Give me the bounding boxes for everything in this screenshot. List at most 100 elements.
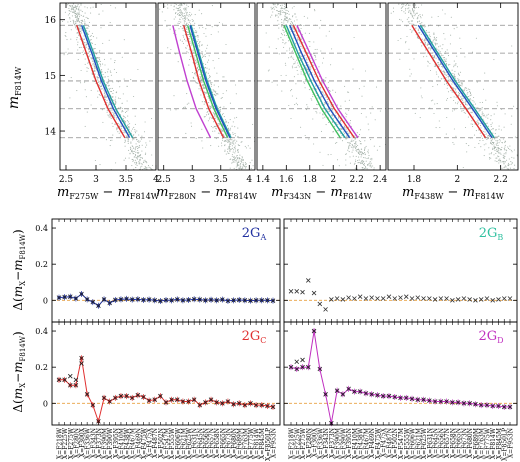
star-point: [343, 131, 345, 133]
star-point: [120, 128, 122, 130]
category-label: X=F680N: [467, 428, 474, 458]
cross-marker: [180, 298, 186, 303]
star-point: [210, 105, 212, 107]
delta-panel-2gd: 2GDX=F218WX=F225WX=F275WX=F280NX=F300XX=…: [283, 321, 518, 461]
star-point: [90, 104, 92, 106]
star-point: [136, 164, 138, 166]
star-point: [360, 112, 362, 115]
star-point: [107, 76, 109, 78]
star-point: [296, 69, 298, 72]
star-point: [232, 149, 234, 151]
star-point: [224, 150, 226, 153]
star-point: [358, 140, 360, 142]
star-point: [207, 59, 210, 61]
star-point: [332, 121, 334, 123]
star-point: [197, 39, 199, 41]
star-point: [458, 79, 460, 81]
star-point: [159, 8, 161, 10]
cross-marker: [186, 297, 191, 303]
star-point: [272, 11, 274, 13]
star-point: [78, 17, 80, 19]
category-label: X=F555W: [404, 427, 411, 459]
panel-frame: [387, 2, 519, 171]
star-point: [296, 66, 298, 68]
panel-label: 2GC: [242, 329, 267, 345]
star-point: [503, 126, 505, 128]
category-label: X=F469N: [369, 428, 376, 458]
star-point: [518, 153, 519, 154]
star-point: [186, 4, 188, 6]
star-point: [281, 4, 283, 6]
star-point: [145, 142, 147, 144]
star-point: [300, 126, 302, 128]
star-point: [303, 82, 305, 85]
category-label: X=F606W: [175, 427, 182, 459]
star-point: [499, 152, 501, 154]
star-point: [434, 65, 437, 67]
cross-marker: [467, 401, 472, 406]
y-tick-label: 0.2: [35, 363, 48, 372]
star-point: [90, 89, 92, 91]
star-point: [196, 35, 198, 37]
star-point: [97, 57, 99, 59]
star-point: [508, 164, 510, 166]
category-label: X=F850LP: [265, 428, 272, 461]
star-point: [498, 151, 500, 153]
star-point: [90, 12, 92, 14]
cross-marker: [444, 296, 449, 301]
label-part: −: [11, 373, 25, 383]
star-point: [115, 162, 117, 164]
star-point: [496, 160, 498, 163]
star-point: [344, 126, 346, 129]
star-point: [97, 52, 99, 54]
star-point: [397, 39, 399, 42]
star-point: [420, 95, 422, 97]
star-point: [72, 19, 74, 21]
label-part: m: [11, 259, 25, 270]
star-point: [322, 164, 324, 166]
star-point: [466, 93, 468, 95]
star-point: [281, 19, 283, 21]
star-point: [200, 89, 202, 91]
cross-marker: [461, 401, 467, 406]
star-point: [453, 99, 455, 102]
cross-marker: [135, 296, 141, 302]
star-point: [217, 86, 220, 88]
star-point: [362, 167, 364, 169]
star-point: [147, 7, 148, 8]
star-point: [304, 78, 307, 80]
star-point: [322, 117, 324, 119]
x-axis-label-part: F814W: [475, 192, 505, 201]
star-point: [293, 58, 295, 61]
star-point: [236, 157, 238, 159]
star-point: [426, 31, 428, 33]
star-point: [363, 157, 365, 159]
star-point: [296, 29, 298, 31]
star-point: [215, 116, 217, 118]
star-point: [379, 145, 381, 147]
star-point: [313, 41, 315, 43]
cross-marker: [113, 297, 118, 303]
star-point: [366, 157, 368, 160]
star-point: [195, 62, 197, 64]
star-point: [278, 53, 280, 55]
x-axis-label: mF438W − mF814W: [402, 185, 505, 201]
star-point: [296, 37, 298, 39]
star-point: [359, 143, 361, 145]
star-point: [460, 47, 462, 50]
star-point: [445, 74, 447, 76]
star-point: [244, 165, 246, 167]
label-part: 2G: [478, 329, 497, 344]
star-point: [179, 10, 181, 12]
star-point: [438, 65, 440, 67]
star-point: [483, 155, 485, 157]
star-point: [98, 52, 100, 54]
star-point: [134, 128, 136, 131]
star-point: [138, 145, 140, 147]
star-point: [302, 74, 304, 76]
star-point: [275, 14, 277, 16]
star-point: [417, 17, 419, 19]
star-point: [197, 66, 199, 68]
star-point: [67, 21, 69, 23]
